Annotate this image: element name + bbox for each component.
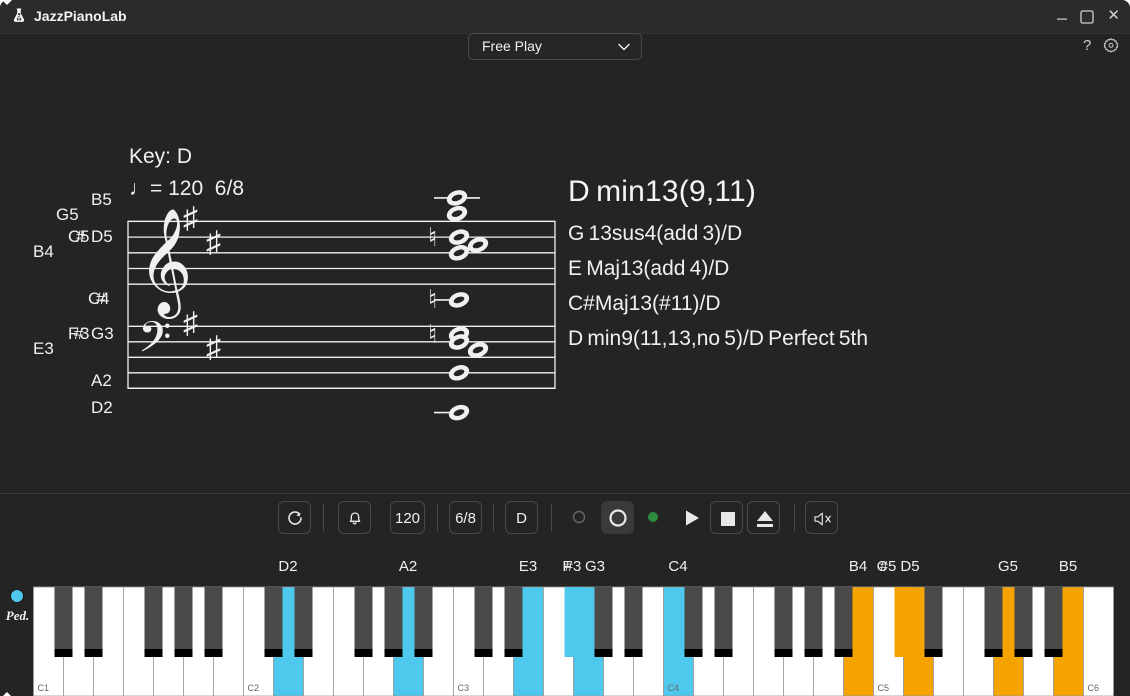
svg-text:C2: C2 bbox=[248, 683, 260, 693]
svg-text:C5: C5 bbox=[878, 683, 890, 693]
svg-text:C1: C1 bbox=[38, 683, 50, 693]
svg-text:C3: C3 bbox=[458, 683, 470, 693]
svg-text:C4: C4 bbox=[668, 683, 680, 693]
svg-text:C6: C6 bbox=[1088, 683, 1100, 693]
